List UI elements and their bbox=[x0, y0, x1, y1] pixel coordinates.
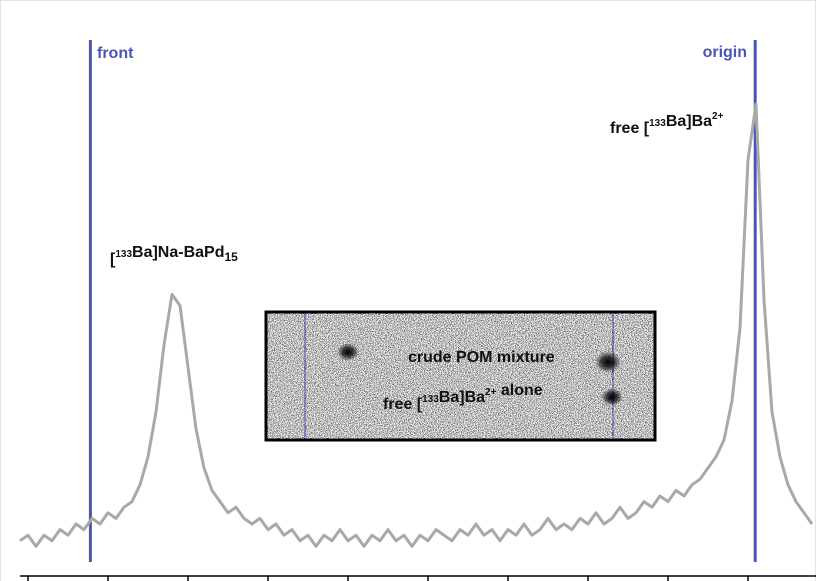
marker-label: origin bbox=[703, 44, 747, 61]
inset-label-part: alone bbox=[496, 382, 542, 399]
chart: crude POM mixturefree [133Ba]Ba2+ alonef… bbox=[0, 0, 816, 581]
tlc-inset: crude POM mixture free [133Ba]Ba2+ alone bbox=[266, 312, 655, 440]
peak-annotation-part: Ba]Ba bbox=[666, 113, 712, 130]
peak-annotation-part: 133 bbox=[649, 118, 666, 129]
inset-spot bbox=[337, 343, 359, 361]
frame bbox=[1, 1, 816, 581]
marker-label: front bbox=[97, 45, 134, 62]
inset-noise bbox=[266, 312, 655, 440]
peak-annotation-part: 133 bbox=[115, 249, 132, 260]
inset-label-part: 133 bbox=[422, 394, 439, 405]
inset-label-part: free [ bbox=[383, 396, 423, 413]
peak-annotation-part: free [ bbox=[610, 120, 650, 137]
peak-annotation-part: 2+ bbox=[712, 111, 724, 122]
peak-annotation: [133Ba]Na-BaPd15 bbox=[110, 244, 238, 268]
peak-annotation: free [133Ba]Ba2+ bbox=[610, 111, 724, 137]
inset-spot bbox=[595, 351, 621, 373]
inset-label-part: 2+ bbox=[485, 387, 497, 398]
inset-label-part: Ba]Ba bbox=[439, 389, 485, 406]
inset-label-part: crude POM mixture bbox=[408, 349, 555, 366]
inset-label: crude POM mixture bbox=[408, 349, 555, 366]
peak-annotation-part: Ba]Na-BaPd bbox=[132, 244, 224, 261]
peak-annotation-part: 15 bbox=[224, 250, 238, 264]
inset-spot bbox=[601, 388, 623, 406]
